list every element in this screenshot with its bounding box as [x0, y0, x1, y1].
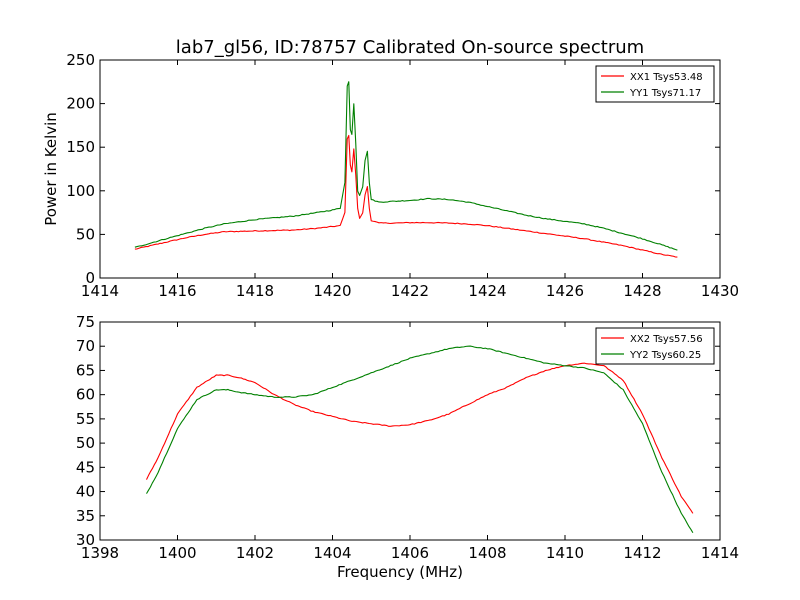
series-line-yy2: [146, 345, 694, 534]
x-tick-label: 1428: [623, 282, 661, 300]
x-tick-label: 1408: [468, 544, 506, 562]
legend-entry: XX2 Tsys57.56: [630, 334, 703, 345]
y-tick-label: 55: [76, 410, 95, 428]
x-tick-label: 1414: [81, 282, 119, 300]
x-tick-label: 1402: [236, 544, 274, 562]
x-axis-label: Frequency (MHz): [337, 563, 463, 581]
legend-box: [595, 327, 715, 365]
chart-panel-1: 1414 1416 1418 1420 1422 1424 1426 1428 1430 0 50 1…: [42, 51, 739, 300]
series-line-xx1: [134, 134, 678, 258]
y-tick-label: 50: [76, 225, 95, 243]
x-tick-label: 1412: [623, 544, 661, 562]
x-tick-label: 1418: [236, 282, 274, 300]
legend-entry: YY2 Tsys60.25: [629, 350, 701, 361]
y-tick-label: 250: [66, 51, 95, 69]
y-tick-label: 35: [76, 507, 95, 525]
x-tick-label: 1400: [158, 544, 196, 562]
figure-title: lab7_gl56, ID:78757 Calibrated On-source…: [176, 37, 644, 58]
legend-entry: YY1 Tsys71.17: [629, 88, 701, 99]
x-tick-label: 1424: [468, 282, 506, 300]
legend: XX2 Tsys57.56 YY2 Tsys60.25: [595, 327, 715, 365]
x-tick-label: 1426: [546, 282, 584, 300]
chart-panels: 1414 1416 1418 1420 1422 1424 1426 1428 14300501…: [42, 51, 739, 581]
chart-panel-2: 1398 1400 1402 1404 1406 1408 1410 1412 1414 30 35…: [76, 313, 739, 581]
y-tick-label: 45: [76, 458, 95, 476]
x-tick-label: 1398: [81, 544, 119, 562]
legend-entry: XX1 Tsys53.48: [630, 72, 703, 83]
y-tick-label: 60: [76, 386, 95, 404]
x-tick-label: 1410: [546, 544, 584, 562]
x-tick-label: 1430: [701, 282, 739, 300]
y-tick-label: 65: [76, 361, 95, 379]
y-tick-label: 70: [76, 337, 95, 355]
x-tick-label: 1404: [313, 544, 351, 562]
series-line-xx2: [146, 362, 694, 514]
y-tick-label: 200: [66, 95, 95, 113]
x-tick-label: 1406: [391, 544, 429, 562]
x-tick-label: 1414: [701, 544, 739, 562]
y-tick-label: 150: [66, 138, 95, 156]
y-tick-label: 0: [85, 269, 95, 287]
y-tick-label: 75: [76, 313, 95, 331]
series-line-yy1: [134, 81, 678, 251]
x-tick-label: 1420: [313, 282, 351, 300]
y-tick-label: 30: [76, 531, 95, 549]
legend-box: [595, 65, 715, 103]
legend: XX1 Tsys53.48 YY1 Tsys71.17: [595, 65, 715, 103]
y-tick-label: 100: [66, 182, 95, 200]
x-tick-label: 1422: [391, 282, 429, 300]
y-tick-label: 40: [76, 483, 95, 501]
y-axis-label: Power in Kelvin: [42, 112, 60, 226]
x-tick-label: 1416: [158, 282, 196, 300]
y-tick-label: 50: [76, 434, 95, 452]
